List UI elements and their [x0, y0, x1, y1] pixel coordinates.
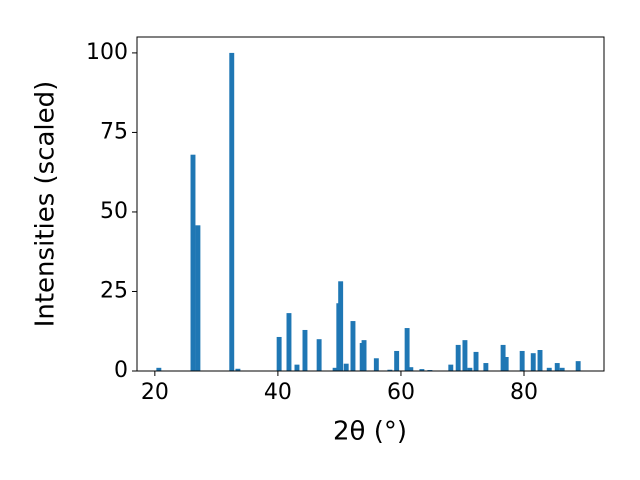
bar — [546, 367, 552, 371]
bar — [195, 225, 201, 371]
x-axis-label: 2θ (°) — [333, 417, 407, 447]
bar — [294, 364, 300, 371]
bar — [235, 368, 241, 371]
bar — [467, 367, 473, 371]
y-tick-label: 100 — [86, 40, 128, 65]
y-axis-label: Intensities (scaled) — [31, 81, 61, 328]
y-tick-label: 25 — [100, 278, 128, 303]
bar — [448, 364, 454, 371]
bar — [343, 363, 349, 371]
y-tick-label: 50 — [100, 199, 128, 224]
bar — [519, 350, 525, 371]
bar — [302, 329, 308, 371]
bar — [316, 339, 322, 371]
plot-frame — [136, 36, 605, 372]
bar — [408, 367, 414, 371]
bar — [387, 369, 393, 371]
bar — [559, 367, 565, 371]
y-tick-label: 0 — [114, 358, 128, 383]
bar — [554, 363, 560, 371]
bar — [332, 367, 338, 371]
bar — [373, 358, 379, 371]
bar — [338, 281, 344, 371]
bar — [503, 357, 509, 371]
bar — [483, 363, 489, 371]
bar — [350, 321, 356, 371]
bar — [229, 52, 235, 372]
bar — [537, 350, 543, 371]
x-tick-label: 40 — [264, 380, 292, 405]
bar — [404, 328, 410, 371]
x-tick-label: 80 — [510, 380, 538, 405]
bar — [394, 350, 400, 371]
bar — [455, 344, 461, 371]
bar — [156, 367, 162, 371]
bar — [190, 154, 196, 371]
bar — [462, 340, 468, 371]
bar — [419, 369, 425, 371]
bar — [276, 336, 282, 371]
bar — [361, 340, 367, 371]
bar — [575, 361, 581, 371]
bar — [500, 344, 506, 371]
bar — [530, 353, 536, 371]
x-tick-label: 60 — [387, 380, 415, 405]
bar — [473, 351, 479, 371]
x-tick-label: 20 — [141, 380, 169, 405]
bar — [286, 313, 292, 371]
y-tick-label: 75 — [100, 119, 128, 144]
